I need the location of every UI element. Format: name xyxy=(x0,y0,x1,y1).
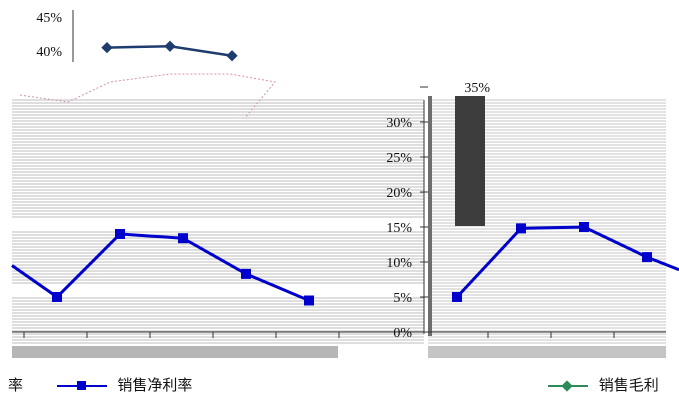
data-point-net-margin-right xyxy=(642,252,652,263)
artifact-line xyxy=(19,73,276,119)
legend-item-gross-margin: 销售毛利 xyxy=(598,376,659,394)
y-tick-label: 10% xyxy=(386,256,412,271)
series-line-net-margin xyxy=(11,232,310,302)
legend-item-net-margin: 销售净利率 xyxy=(117,376,193,394)
x-label-band xyxy=(12,346,338,358)
y-tick-label: 0% xyxy=(393,326,412,341)
y-tick-label: 35% xyxy=(464,81,490,96)
data-point-gross-margin xyxy=(101,41,113,54)
data-point-gross-margin xyxy=(226,50,238,62)
data-point-net-margin-right xyxy=(452,292,462,302)
data-point-net-margin xyxy=(241,268,251,279)
y-tick-label: 5% xyxy=(393,291,412,306)
y-tick-label: 15% xyxy=(386,221,412,236)
data-point-net-margin-right xyxy=(516,223,526,234)
y-tick-label: 25% xyxy=(386,151,412,166)
legend-swatch-net-margin xyxy=(56,380,107,390)
y-tick-label: 45% xyxy=(36,11,62,26)
data-point-net-margin xyxy=(52,292,62,302)
legend-item-gross-margin-partial: 率 xyxy=(8,376,24,394)
legend-left: 率 销售净利率 xyxy=(8,374,192,395)
y-tick-label: 40% xyxy=(36,45,62,60)
x-label-band xyxy=(428,346,666,358)
data-point-gross-margin xyxy=(164,40,176,52)
legend-right: 销售毛利 xyxy=(548,374,659,395)
data-point-net-margin-right xyxy=(579,222,589,232)
dark-band xyxy=(455,96,485,226)
data-point-net-margin xyxy=(178,233,188,244)
data-point-net-margin xyxy=(304,295,314,306)
legend-swatch-gross-margin xyxy=(548,379,588,392)
data-point-net-margin xyxy=(115,229,125,239)
y-tick-label: 30% xyxy=(386,116,412,131)
panel-edge xyxy=(428,96,432,336)
y-tick-label: 20% xyxy=(386,186,412,201)
